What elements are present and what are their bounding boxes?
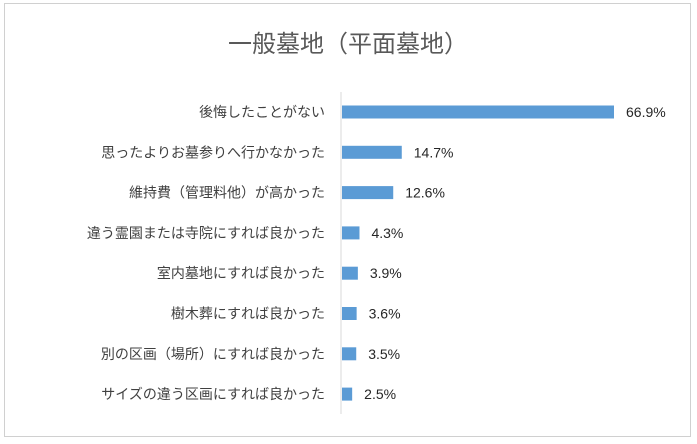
category-label: 違う霊園または寺院にすれば良かった — [87, 226, 325, 242]
value-label: 2.5% — [364, 386, 396, 402]
category-label: 維持費（管理料他）が高かった — [129, 185, 325, 202]
chart-title: 一般墓地（平面墓地） — [228, 30, 468, 58]
value-label: 12.6% — [405, 185, 445, 201]
bar — [342, 387, 353, 401]
category-label: 思ったよりお墓参りへ行かなかった — [101, 144, 325, 161]
bar — [342, 347, 357, 361]
category-label: サイズの違う区画にすれば良かった — [101, 387, 325, 403]
value-label: 4.3% — [371, 225, 403, 241]
bar — [342, 145, 402, 159]
value-label: 14.7% — [414, 144, 454, 160]
bar-series: 後悔したことがない 66.9% 思ったよりお墓参りへ行かなかった 14.7% 維持費（管… — [87, 104, 666, 403]
category-label: 別の区画（場所）にすれば良かった — [101, 347, 325, 363]
value-label: 3.5% — [368, 346, 400, 362]
bar — [342, 105, 614, 119]
bar — [342, 186, 394, 200]
bar — [342, 226, 360, 240]
category-label: 室内墓地にすれば良かった — [157, 265, 325, 282]
value-label: 3.6% — [369, 306, 401, 322]
value-label: 66.9% — [626, 104, 666, 120]
value-label: 3.9% — [370, 265, 402, 281]
category-label: 樹木葬にすれば良かった — [171, 307, 325, 323]
chart-frame — [4, 3, 691, 437]
bar — [342, 307, 357, 320]
category-label: 後悔したことがない — [199, 105, 325, 121]
bar — [342, 266, 358, 280]
